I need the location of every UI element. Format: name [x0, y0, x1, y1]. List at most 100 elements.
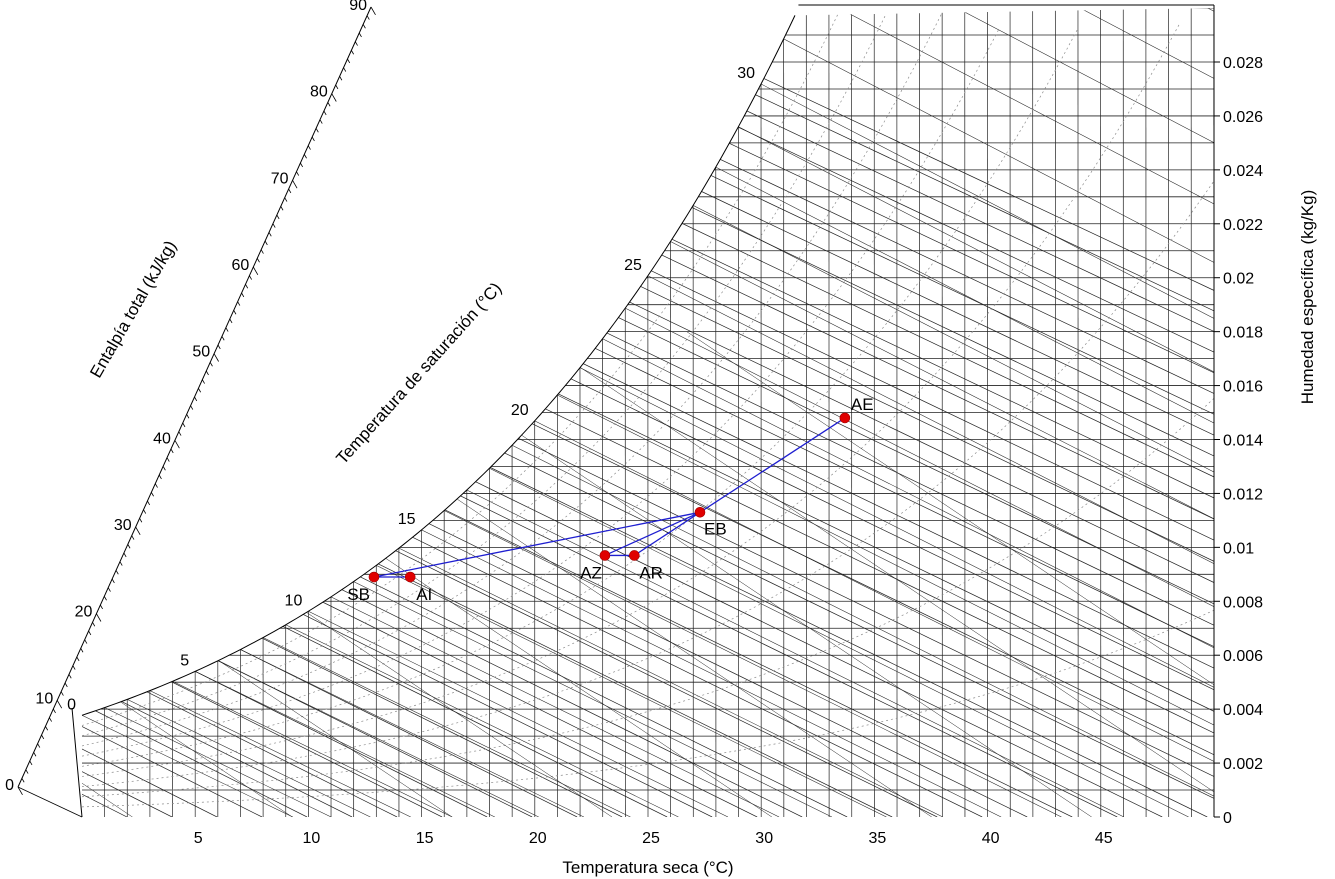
point-eb	[694, 507, 706, 518]
saturation-tick-label: 10	[285, 592, 303, 609]
enthalpy-tick	[201, 379, 205, 384]
enthalpy-tick	[17, 786, 23, 796]
enthalpy-tick	[362, 24, 366, 29]
enthalpy-line	[81, 8, 1215, 818]
wet-bulb-line	[376, 565, 887, 818]
enthalpy-tick	[241, 292, 245, 298]
y-tick-label: 0.002	[1223, 756, 1263, 773]
enthalpy-tick	[127, 544, 131, 549]
process-segment	[604, 511, 701, 557]
enthalpy-tick	[151, 492, 154, 497]
enthalpy-line	[81, 8, 128, 818]
enthalpy-tick	[351, 50, 354, 55]
wet-bulb-line	[149, 690, 411, 818]
enthalpy-tick	[323, 110, 327, 116]
point-az	[599, 550, 611, 561]
point-label-ai: AI	[416, 585, 432, 604]
wet-bulb-line	[444, 510, 1062, 818]
enthalpy-tick	[311, 136, 315, 142]
saturation-tick-label: 15	[398, 511, 416, 528]
enthalpy-tick	[339, 76, 343, 81]
enthalpy-tick	[68, 674, 72, 679]
process-path	[373, 417, 846, 578]
enthalpy-tick	[307, 145, 311, 150]
enthalpy-tick	[76, 656, 80, 662]
enthalpy-tick-label: 50	[192, 344, 210, 361]
enthalpy-tick-label: 70	[271, 170, 289, 187]
enthalpy-tick	[25, 769, 29, 774]
x-tick-label: 35	[869, 830, 887, 847]
wet-bulb-line	[195, 671, 495, 818]
enthalpy-tick	[56, 700, 63, 709]
enthalpy-tick	[174, 440, 180, 449]
enthalpy-tick	[354, 41, 358, 46]
enthalpy-tick	[92, 622, 96, 627]
point-label-ae: AE	[851, 395, 874, 414]
wet-bulb-line	[127, 699, 371, 818]
left-frame-line	[71, 707, 83, 818]
enthalpy-tick-label: 30	[114, 517, 132, 534]
enthalpy-tick	[249, 275, 253, 280]
enthalpy-tick-label: 80	[310, 84, 328, 101]
wet-bulb-line	[783, 38, 1215, 818]
wet-bulb-line	[489, 468, 1189, 818]
point-sb	[368, 571, 380, 583]
enthalpy-tick	[315, 128, 319, 133]
enthalpy-tick	[358, 32, 362, 38]
enthalpy-tick	[21, 778, 25, 783]
volume-line	[526, 331, 1215, 818]
wet-bulb-line	[511, 444, 1215, 818]
enthalpy-tick	[225, 327, 229, 332]
wet-bulb-line	[240, 649, 584, 818]
wet-bulb-line	[172, 681, 453, 818]
enthalpy-line	[81, 8, 443, 818]
enthalpy-tick	[264, 240, 268, 246]
enthalpy-tick	[33, 752, 37, 757]
saturation-tick-label: 25	[624, 257, 642, 274]
enthalpy-tick	[158, 474, 162, 480]
wet-bulb-line	[579, 367, 1215, 818]
enthalpy-tick	[166, 457, 170, 462]
enthalpy-axis-title: Entalpía total (kJ/kg)	[86, 237, 180, 381]
enthalpy-tick	[194, 396, 198, 402]
wet-bulb-line	[81, 715, 293, 818]
rh-curve	[81, 14, 886, 737]
enthalpy-tick	[327, 102, 331, 107]
enthalpy-tick	[300, 162, 303, 168]
wet-bulb-line	[262, 637, 631, 818]
enthalpy-tick	[154, 483, 158, 488]
x-tick-label: 20	[529, 830, 547, 847]
enthalpy-tick	[205, 370, 209, 376]
wet-bulb-line	[806, 8, 1215, 818]
enthalpy-tick	[88, 630, 92, 636]
enthalpy-line	[81, 8, 578, 818]
wet-bulb-line	[670, 241, 1215, 818]
enthalpy-tick	[284, 197, 288, 202]
x-tick-label: 45	[1095, 830, 1113, 847]
rh-curve	[81, 9, 841, 726]
enthalpy-tick	[280, 206, 284, 211]
enthalpy-tick	[80, 648, 84, 653]
enthalpy-line	[528, 8, 1215, 818]
enthalpy-tick	[229, 318, 233, 324]
x-tick-label: 10	[303, 830, 321, 847]
wet-bulb-line	[353, 581, 832, 818]
enthalpy-line	[81, 8, 668, 818]
enthalpy-tick	[272, 223, 276, 228]
volume-line	[81, 331, 293, 818]
y-tick-label: 0.01	[1223, 540, 1254, 557]
enthalpy-tick	[103, 596, 107, 601]
point-ae	[839, 412, 851, 424]
saturation-tick-label: 0	[67, 696, 76, 713]
enthalpy-tick	[45, 726, 49, 731]
enthalpy-tick	[370, 6, 376, 16]
volume-line	[81, 331, 133, 818]
point-label-eb: EB	[704, 519, 727, 538]
enthalpy-line	[81, 8, 1215, 818]
enthalpy-line	[614, 8, 1215, 818]
enthalpy-tick-label: 60	[232, 257, 250, 274]
volume-line	[686, 331, 1215, 818]
enthalpy-tick	[96, 613, 102, 622]
point-label-ar: AR	[639, 563, 663, 582]
